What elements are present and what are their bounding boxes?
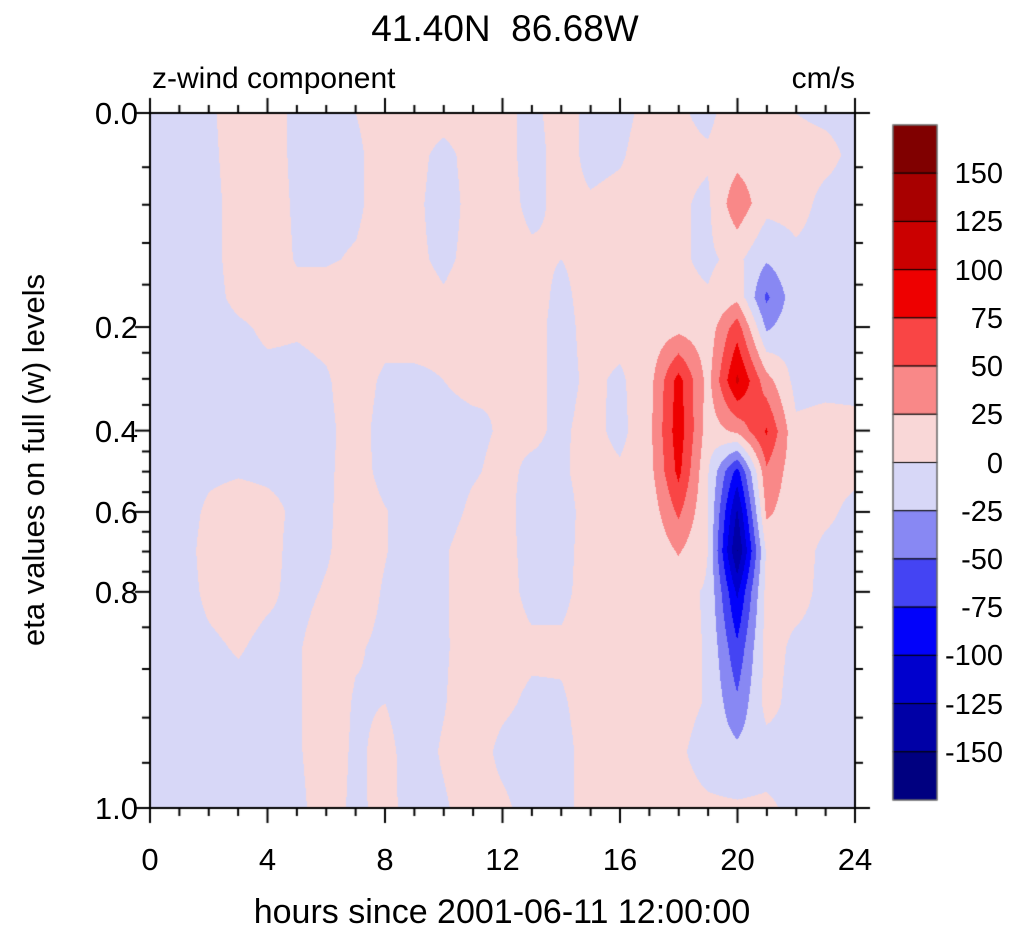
- y-tick-label: 1.0: [94, 791, 138, 826]
- colorbar-tick-label: -75: [961, 592, 1003, 625]
- x-tick-label: 24: [837, 842, 873, 877]
- x-tick-label: 8: [376, 842, 394, 877]
- y-tick-label: 0.2: [94, 310, 138, 346]
- y-axis-title: eta values on full (w) levels: [16, 273, 51, 647]
- plot-subtitle-right: cm/s: [791, 62, 855, 95]
- colorbar-tick-label: 0: [986, 447, 1003, 480]
- x-tick-label: 16: [602, 842, 638, 877]
- x-tick-label: 0: [141, 842, 159, 877]
- colorbar-tick-label: 100: [954, 254, 1003, 287]
- colorbar-tick-label: -25: [961, 495, 1003, 528]
- y-tick-label: 0.8: [94, 574, 138, 610]
- x-tick-label: 12: [485, 842, 520, 877]
- y-tick-label: 0.0: [94, 96, 138, 131]
- colorbar-tick-label: -50: [961, 543, 1003, 576]
- x-tick-label: 4: [258, 842, 277, 877]
- y-tick-label: 0.4: [94, 413, 138, 449]
- page-title: 41.40N 86.68W: [371, 8, 639, 49]
- colorbar-tick-label: -100: [944, 640, 1003, 673]
- plot-subtitle-left: z-wind component: [152, 62, 396, 95]
- colorbar-tick-label: -125: [944, 688, 1003, 721]
- colorbar-tick-label: -150: [944, 736, 1003, 769]
- x-axis-title: hours since 2001-06-11 12:00:00: [253, 893, 751, 931]
- x-tick-label: 20: [720, 842, 755, 877]
- colorbar-tick-label: 150: [954, 158, 1003, 191]
- colorbar-tick-label: 50: [970, 351, 1003, 384]
- colorbar-tick-label: 125: [954, 206, 1003, 239]
- colorbar-tick-label: 25: [970, 399, 1003, 432]
- contour-field: [150, 113, 855, 808]
- y-tick-label: 0.6: [94, 494, 138, 530]
- colorbar-tick-label: 75: [970, 302, 1003, 335]
